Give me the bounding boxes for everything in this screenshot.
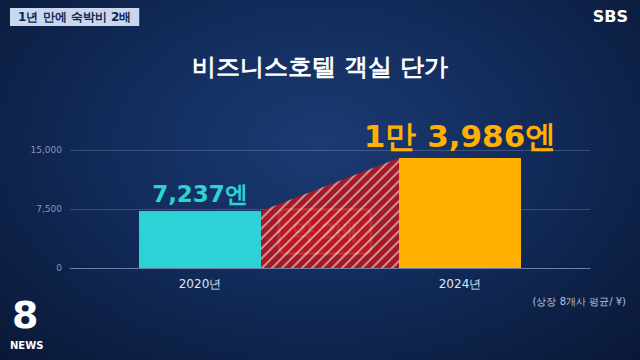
svg-text:비즈니스호텔 객실 단가: 비즈니스호텔 객실 단가 — [192, 53, 449, 81]
svg-text:NEWS: NEWS — [10, 340, 43, 351]
svg-text:SBS: SBS — [593, 7, 628, 26]
svg-text:7,237엔: 7,237엔 — [152, 181, 248, 207]
svg-text:2024년: 2024년 — [439, 277, 482, 291]
svg-text:0: 0 — [56, 263, 62, 273]
svg-text:2020년: 2020년 — [179, 277, 222, 291]
svg-text:1년 만에 숙박비 2배: 1년 만에 숙박비 2배 — [18, 10, 131, 24]
svg-text:8: 8 — [12, 293, 38, 337]
svg-text:7,500: 7,500 — [36, 204, 62, 214]
svg-text:(상장 8개사 평균/ ¥): (상장 8개사 평균/ ¥) — [533, 296, 627, 307]
svg-text:15,000: 15,000 — [31, 145, 63, 155]
svg-text:1만 3,986엔: 1만 3,986엔 — [364, 118, 556, 154]
